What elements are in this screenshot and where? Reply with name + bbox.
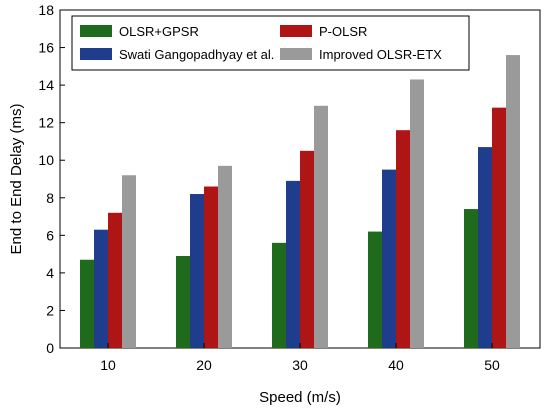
bar: [410, 79, 424, 348]
legend-swatch: [280, 48, 312, 60]
bar: [190, 194, 204, 348]
y-tick-label: 0: [46, 340, 54, 356]
y-axis-label: End to End Delay (ms): [8, 104, 25, 255]
bars-layer: [80, 55, 520, 349]
x-tick-label: 50: [484, 357, 500, 373]
y-tick-label: 8: [46, 190, 54, 206]
bar: [176, 255, 190, 348]
x-tick-label: 30: [292, 357, 308, 373]
legend-label: OLSR+GPSR: [119, 24, 199, 39]
legend-swatch: [80, 48, 112, 60]
legend-label: Swati Gangopadhyay et al.: [119, 47, 274, 62]
y-axis: 0 2 4 6 8 10 12 14 16 18: [38, 2, 65, 356]
bar: [396, 130, 410, 348]
y-tick-label: 6: [46, 227, 54, 243]
bar: [478, 147, 492, 348]
bar: [108, 212, 122, 348]
legend: OLSR+GPSR P-OLSR Swati Gangopadhyay et al.…: [71, 15, 470, 71]
bar: [314, 105, 328, 349]
bar: [122, 175, 136, 348]
bar: [218, 165, 232, 348]
y-tick-label: 14: [38, 77, 54, 93]
y-tick-label: 2: [46, 302, 54, 318]
y-tick-label: 16: [38, 40, 54, 56]
y-tick-label: 12: [38, 115, 54, 131]
x-axis: 10 20 30 40 50: [100, 343, 500, 373]
legend-swatch: [280, 25, 312, 37]
bar: [506, 55, 520, 349]
bar: [492, 107, 506, 349]
x-tick-label: 10: [100, 357, 116, 373]
bar: [368, 231, 382, 348]
legend-box: [71, 15, 470, 71]
bar: [382, 169, 396, 348]
bar: [464, 209, 478, 348]
bar: [94, 229, 108, 348]
legend-label: P-OLSR: [319, 24, 367, 39]
bar: [204, 186, 218, 348]
legend-label: Improved OLSR-ETX: [319, 47, 442, 62]
y-tick-label: 10: [38, 152, 54, 168]
legend-swatch: [80, 25, 112, 37]
y-tick-label: 4: [46, 265, 54, 281]
bar: [80, 259, 94, 348]
x-tick-label: 40: [388, 357, 404, 373]
bar: [286, 180, 300, 348]
y-tick-label: 18: [38, 2, 54, 18]
x-tick-label: 20: [196, 357, 212, 373]
bar: [300, 150, 314, 348]
x-axis-label: Speed (m/s): [259, 389, 341, 406]
bar: [272, 242, 286, 348]
